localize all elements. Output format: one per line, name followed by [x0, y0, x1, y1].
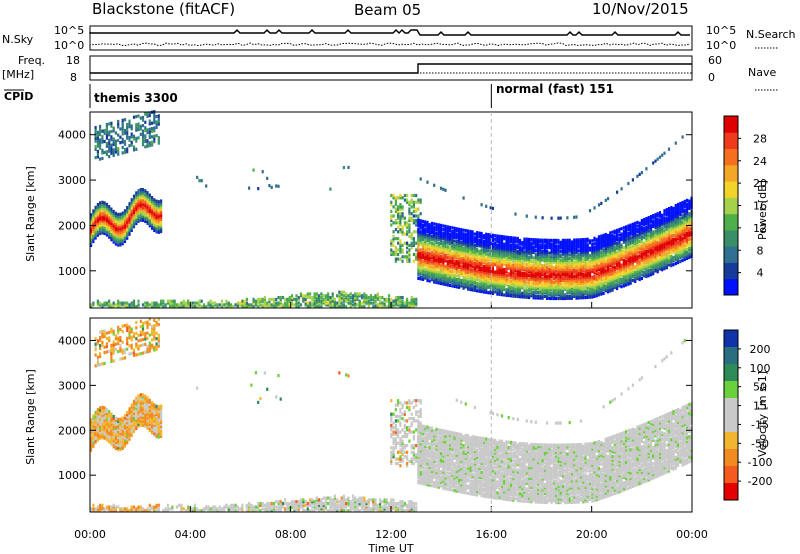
beam-title: Beam 05: [354, 1, 421, 19]
nsky-tick-low: 10^0: [54, 39, 84, 52]
freq-trace: [90, 63, 692, 74]
velocity-colorbar-tick-label: 100: [750, 362, 771, 375]
nsky-tick-high: 10^5: [54, 24, 84, 37]
velocity-colorbar-swatch: [724, 483, 738, 501]
freq-tick-high: 18: [66, 54, 80, 67]
velocity-colorbar-tick-label: -15: [751, 418, 769, 431]
nsearch-trace: [89, 42, 691, 47]
velocity-colorbar-swatch: [724, 466, 738, 484]
velocity-ylabel: Slant Range [km]: [24, 369, 37, 465]
velocity-colorbar-tick-label: 200: [750, 343, 771, 356]
power-colorbar-swatch: [724, 213, 738, 231]
x-axis-label: Time UT: [367, 542, 413, 554]
freq-unit: [MHz]: [2, 68, 34, 81]
power-data: [90, 110, 693, 309]
velocity-ytick-label: 3000: [58, 379, 86, 392]
power-colorbar-tick-label: 28: [753, 132, 767, 145]
power-colorbar-swatch: [724, 246, 738, 263]
velocity-ytick-label: 1000: [58, 469, 86, 482]
velocity-colorbar-tick-label: -50: [751, 437, 769, 450]
freq-tick-low: 8: [70, 71, 77, 84]
power-colorbar-swatch: [724, 229, 738, 247]
power-colorbar-swatch: [724, 164, 738, 182]
freq-label: Freq.: [18, 54, 45, 67]
power-colorbar-tick-label: 4: [757, 267, 764, 280]
nave-label: Nave: [748, 66, 776, 79]
station-title: Blackstone (fitACF): [92, 0, 235, 18]
power-ytick-label: 3000: [58, 174, 86, 187]
velocity-colorbar-tick-label: -100: [748, 456, 773, 469]
cpid-label: CPID: [4, 90, 33, 103]
nsky-label: N.Sky: [2, 33, 34, 46]
velocity-colorbar-swatch: [724, 364, 738, 382]
velocity-colorbar-label: Velocity [m s-1]: [756, 371, 769, 457]
nave-tick-low: 0: [708, 71, 715, 84]
power-ytick-label: 4000: [58, 129, 86, 142]
power-colorbar-label: Power [dB]: [756, 180, 769, 240]
x-tick-label: 00:00: [676, 528, 708, 541]
power-colorbar-swatch: [724, 132, 738, 150]
nave-tick-high: 60: [708, 54, 722, 67]
velocity-colorbar-swatch: [724, 381, 738, 399]
nsearch-tick-low: 10^0: [706, 39, 736, 52]
velocity-colorbar-tick-label: -200: [748, 475, 773, 488]
power-colorbar-swatch: [724, 278, 738, 296]
nsky-panel-frame: [89, 25, 693, 51]
x-tick-label: 08:00: [275, 528, 307, 541]
cpid-segment-2: normal (fast) 151: [496, 82, 614, 96]
x-tick-label: 12:00: [375, 528, 407, 541]
power-colorbar-tick-label: 20: [753, 177, 767, 190]
velocity-colorbar-swatch: [724, 347, 738, 365]
power-colorbar-tick-label: 8: [757, 244, 764, 257]
velocity-colorbar-frame: [723, 329, 739, 501]
velocity-colorbar-tick-label: 15: [753, 400, 767, 413]
power-colorbar-tick-label: 24: [753, 155, 767, 168]
x-tick-label: 00:00: [74, 528, 106, 541]
power-colorbar-swatch: [724, 197, 738, 215]
power-colorbar-tick-label: 12: [753, 222, 767, 235]
velocity-ytick-label: 4000: [58, 334, 86, 347]
power-colorbar-swatch: [724, 116, 738, 133]
x-tick-label: 04:00: [174, 528, 206, 541]
velocity-data: [90, 317, 693, 513]
power-ytick-label: 2000: [58, 219, 86, 232]
velocity-colorbar-swatch: [724, 449, 738, 467]
velocity-colorbar-swatch: [724, 330, 738, 348]
nsky-trace: [89, 29, 690, 36]
power-colorbar-swatch: [724, 148, 738, 166]
velocity-colorbar-swatch: [724, 432, 738, 450]
velocity-colorbar-tick-label: 50: [753, 381, 767, 394]
power-colorbar-tick-label: 16: [753, 200, 767, 213]
x-tick-label: 20:00: [576, 528, 608, 541]
velocity-colorbar-swatch: [724, 415, 738, 433]
velocity-ytick-label: 2000: [58, 424, 86, 437]
x-tick-label: 16:00: [475, 528, 507, 541]
velocity-colorbar-swatch: [724, 398, 738, 416]
power-ytick-label: 1000: [58, 265, 86, 278]
power-colorbar-swatch: [724, 262, 738, 280]
power-colorbar-swatch: [724, 181, 738, 198]
nsearch-label: N.Search: [746, 28, 796, 41]
cpid-segment-1: themis 3300: [94, 91, 178, 105]
nsearch-tick-high: 10^5: [706, 24, 736, 37]
date-title: 10/Nov/2015: [592, 0, 689, 18]
power-ylabel: Slant Range [km]: [24, 166, 37, 262]
freq-panel-frame: [89, 55, 693, 81]
